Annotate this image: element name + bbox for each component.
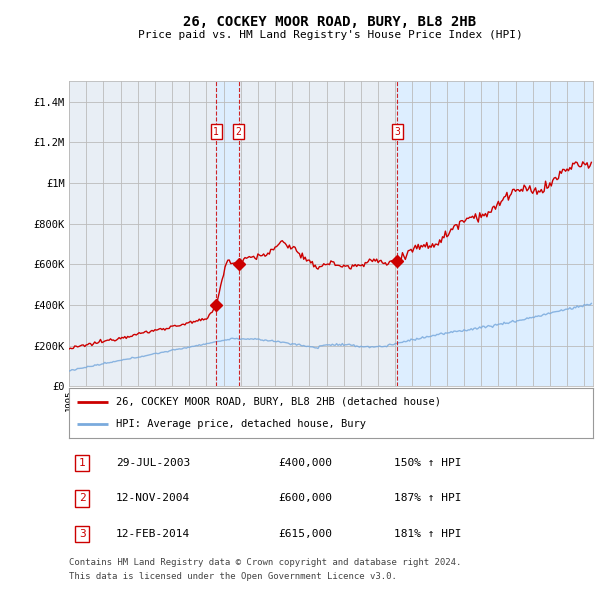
- Text: 187% ↑ HPI: 187% ↑ HPI: [394, 493, 461, 503]
- Text: 1: 1: [79, 458, 85, 468]
- Text: 26, COCKEY MOOR ROAD, BURY, BL8 2HB (detached house): 26, COCKEY MOOR ROAD, BURY, BL8 2HB (det…: [116, 396, 441, 407]
- Text: 29-JUL-2003: 29-JUL-2003: [116, 458, 190, 468]
- Text: 150% ↑ HPI: 150% ↑ HPI: [394, 458, 461, 468]
- Text: 3: 3: [79, 529, 85, 539]
- Text: HPI: Average price, detached house, Bury: HPI: Average price, detached house, Bury: [116, 419, 366, 430]
- Text: £400,000: £400,000: [278, 458, 332, 468]
- Text: 2: 2: [79, 493, 85, 503]
- Text: 2: 2: [236, 127, 241, 137]
- Text: 12-FEB-2014: 12-FEB-2014: [116, 529, 190, 539]
- Text: 3: 3: [394, 127, 400, 137]
- Text: £615,000: £615,000: [278, 529, 332, 539]
- Text: Price paid vs. HM Land Registry's House Price Index (HPI): Price paid vs. HM Land Registry's House …: [137, 30, 523, 40]
- Text: 181% ↑ HPI: 181% ↑ HPI: [394, 529, 461, 539]
- Text: This data is licensed under the Open Government Licence v3.0.: This data is licensed under the Open Gov…: [69, 572, 397, 581]
- Text: £600,000: £600,000: [278, 493, 332, 503]
- Bar: [397, 81, 593, 386]
- Bar: [216, 81, 239, 386]
- Text: 26, COCKEY MOOR ROAD, BURY, BL8 2HB: 26, COCKEY MOOR ROAD, BURY, BL8 2HB: [184, 15, 476, 29]
- Text: 12-NOV-2004: 12-NOV-2004: [116, 493, 190, 503]
- Text: Contains HM Land Registry data © Crown copyright and database right 2024.: Contains HM Land Registry data © Crown c…: [69, 558, 461, 566]
- Text: 1: 1: [213, 127, 219, 137]
